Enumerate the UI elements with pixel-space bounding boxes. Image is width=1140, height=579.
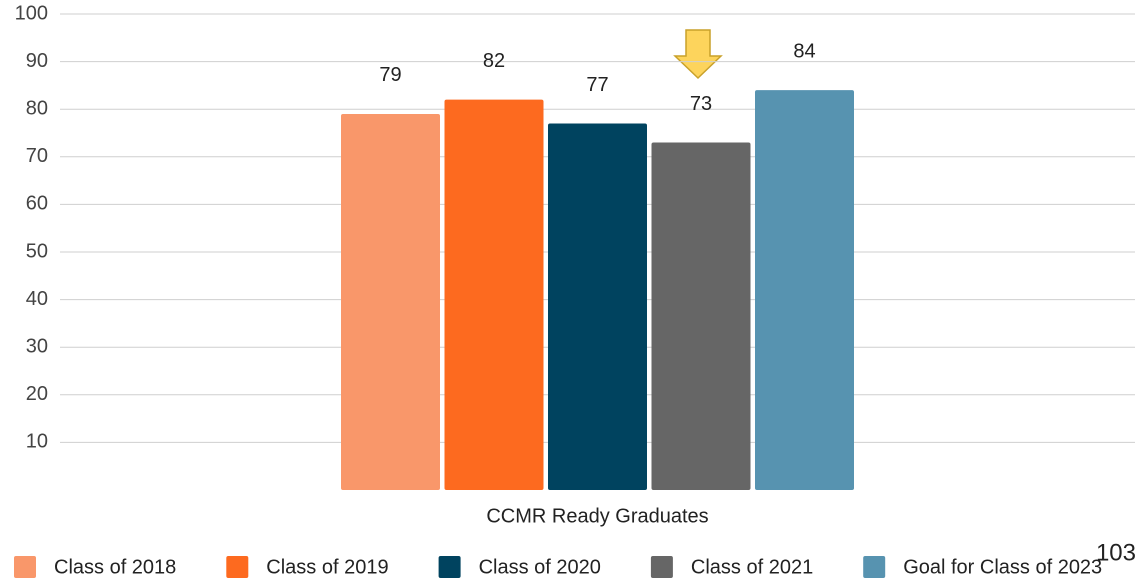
slide-number: 103 [1096,539,1136,566]
data-label: 84 [793,40,815,62]
bar [444,99,544,491]
legend-label: Class of 2019 [266,556,388,578]
y-tick-label: 60 [26,193,48,215]
legend-swatch [14,556,36,578]
legend-swatch [226,556,249,578]
legend-label: Class of 2018 [54,556,176,578]
y-tick-label: 90 [26,50,48,72]
legend-swatch [650,556,673,578]
y-tick-label: 30 [26,335,48,357]
legend-label: Goal for Class of 2023 [903,556,1102,578]
highlight-arrow [673,29,723,80]
y-tick-label: 40 [26,288,48,310]
data-label: 73 [690,93,712,115]
bar [548,123,647,490]
y-tick-label: 70 [26,145,48,167]
bar [651,142,751,490]
y-tick-label: 20 [26,383,48,405]
legend-swatch [863,556,886,578]
x-tick-label: CCMR Ready Graduates [486,505,708,527]
y-tick-label: 50 [26,240,48,262]
legend-label: Class of 2021 [691,556,813,578]
legend-swatch [438,556,461,578]
bar [755,90,854,490]
y-tick-label: 10 [26,431,48,453]
y-tick-label: 100 [15,2,48,24]
data-label: 82 [483,50,505,72]
data-label: 77 [586,74,608,96]
y-tick-label: 80 [26,97,48,119]
data-label: 79 [379,64,401,86]
bar [341,113,440,491]
legend-label: Class of 2020 [479,556,601,578]
